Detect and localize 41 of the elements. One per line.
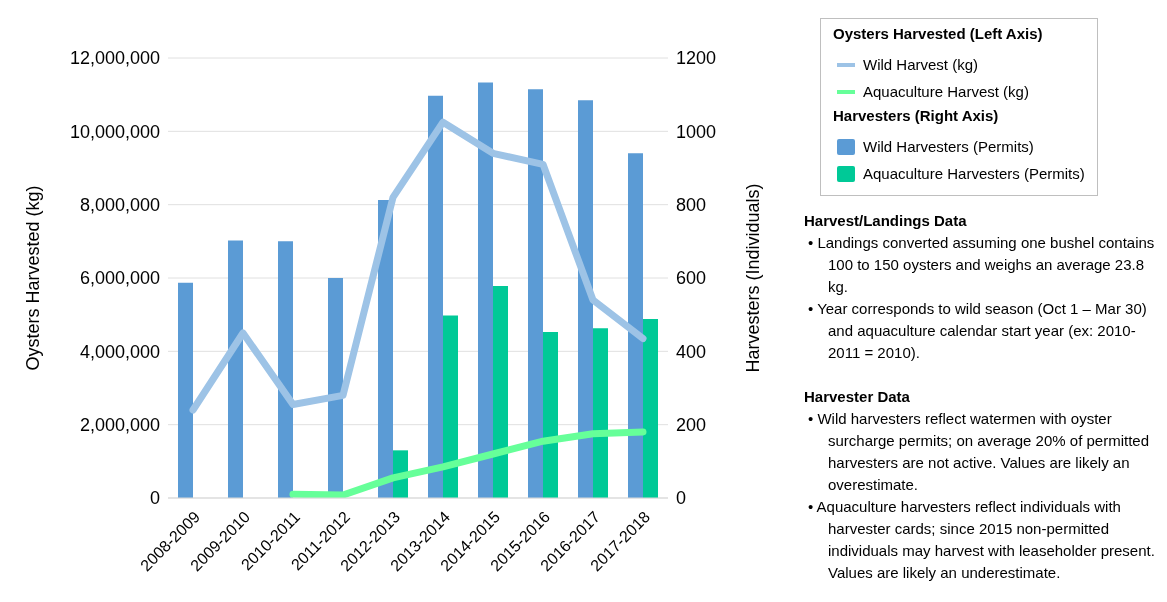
- text: Harvesters (Right Axis): [833, 107, 1000, 126]
- bar: [528, 89, 543, 498]
- y2-tick-label: 1200: [676, 48, 717, 69]
- y2-tick-label: 200: [676, 415, 707, 436]
- y2-tick-label: 0: [676, 488, 687, 509]
- legend-label: Aquaculture Harvesters (Permits): [863, 165, 1085, 182]
- text: Harvest/Landings Data: [804, 211, 968, 231]
- text: Harvester Data: [804, 387, 911, 407]
- legend-label: Wild Harvesters (Permits): [863, 138, 1034, 155]
- text: • Wild harvesters reflect watermen with oyster surcharge permits; on average 20% of permitted harvesters are not active. Values are likely an overestimate.: [807, 409, 1150, 495]
- y-tick-label: 4,000,000: [79, 341, 160, 362]
- bar: [593, 328, 608, 498]
- text: Oysters Harvested (Left Axis): [833, 25, 1044, 44]
- legend-label: Aquaculture Harvest (kg): [863, 83, 1029, 100]
- y2-axis-title: Harvesters (Individuals): [743, 183, 764, 373]
- y2-tick-label: 1000: [676, 121, 717, 142]
- bar: [578, 100, 593, 498]
- y-tick-label: 10,000,000: [69, 121, 160, 142]
- bar: [628, 153, 643, 498]
- bar: [428, 95, 443, 498]
- y-tick-label: 2,000,000: [79, 415, 160, 436]
- y2-tick-label: 400: [676, 341, 707, 362]
- bar: [543, 331, 558, 498]
- y2-tick-label: 800: [676, 195, 707, 216]
- y-tick-label: 8,000,000: [79, 195, 160, 216]
- bar: [478, 82, 493, 498]
- text: • Aquaculture harvesters reflect individuals with harvester cards; since 2015 non-permitted individuals may harvest with leaseholder present. Values are likely an underestimate.: [807, 497, 1156, 583]
- text: • Landings converted assuming one bushel contains 100 to 150 oysters and weighs an average 23.8 kg.: [807, 233, 1156, 297]
- y-tick-label: 6,000,000: [79, 268, 160, 289]
- bar: [278, 241, 293, 498]
- bar: [643, 319, 658, 498]
- y-tick-label: 12,000,000: [69, 48, 160, 69]
- y2-tick-label: 600: [676, 268, 707, 289]
- y-tick-label: 0: [149, 488, 160, 509]
- bar: [228, 240, 243, 498]
- text: • Year corresponds to wild season (Oct 1 – Mar 30) and aquaculture calendar start year (ex: 2010-2011 = 2010).: [807, 299, 1148, 363]
- bar: [178, 282, 193, 498]
- y-axis-title: Oysters Harvested (kg): [23, 185, 44, 371]
- legend-label: Wild Harvest (kg): [863, 56, 979, 73]
- bar: [443, 315, 458, 498]
- bar: [493, 286, 508, 498]
